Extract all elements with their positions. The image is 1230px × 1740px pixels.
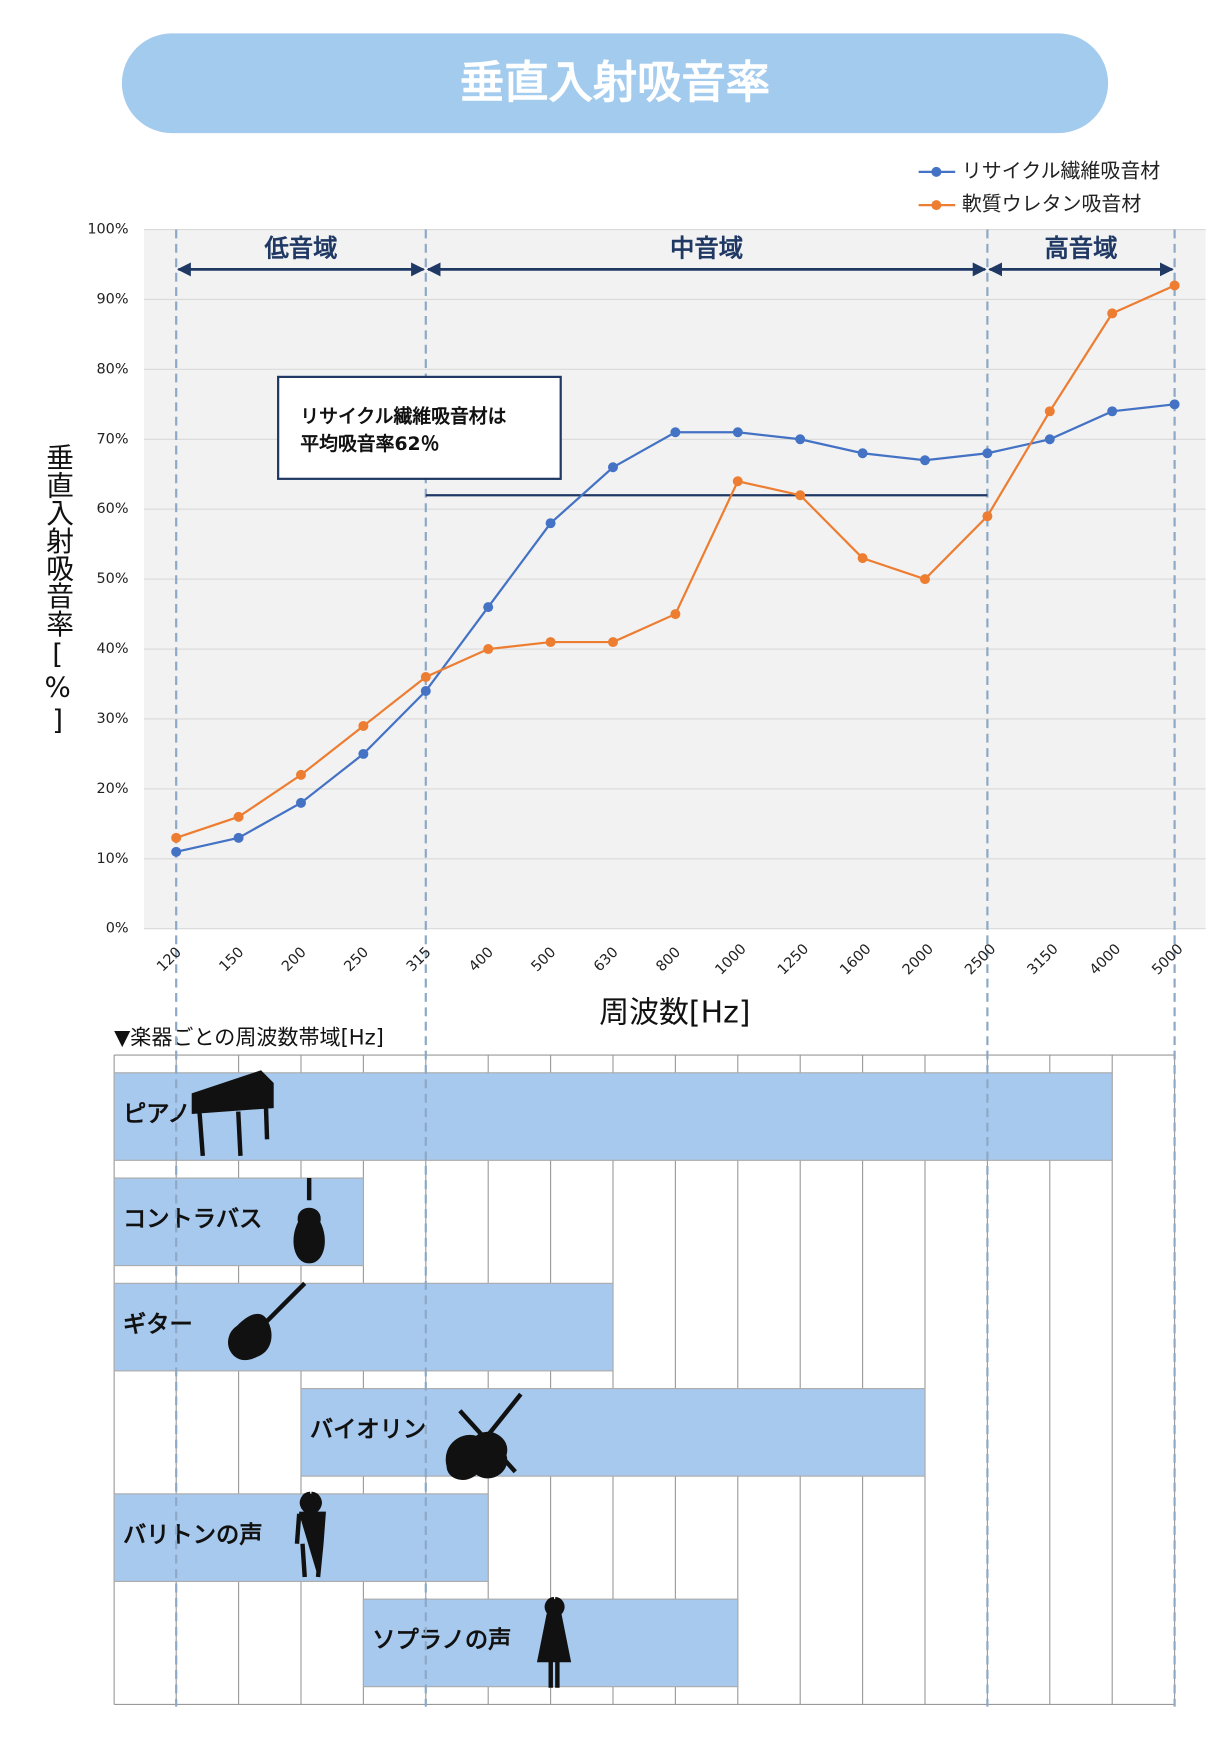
instrument-bar: [113, 1282, 614, 1372]
x-tick-label: 2000: [900, 941, 937, 978]
y-tick-label: 0%: [106, 921, 129, 937]
y-tick-label: 40%: [97, 641, 129, 657]
legend-marker: [931, 200, 942, 211]
instrument-bar: [113, 1072, 1113, 1161]
x-tick-label: 800: [653, 944, 684, 975]
table-title: ▼楽器ごとの周波数帯域[Hz]: [114, 1024, 384, 1049]
x-tick-label: 120: [154, 944, 185, 975]
x-tick-label: 315: [404, 944, 435, 975]
data-point: [1044, 406, 1055, 417]
data-point: [608, 462, 618, 473]
data-point: [358, 748, 369, 759]
data-point: [483, 602, 494, 613]
x-tick-label: 630: [591, 944, 622, 975]
instrument-icon: [228, 1281, 307, 1360]
instrument-table: ▼楽器ごとの周波数帯域[Hz] ピアノコントラバスギターバイオリンバリトンの声ソ…: [113, 1024, 1176, 1705]
data-point: [608, 637, 618, 648]
x-tick-label: 250: [341, 944, 372, 975]
data-point: [483, 644, 494, 655]
data-point: [982, 448, 993, 459]
data-point: [296, 797, 306, 808]
annotation-text: リサイクル繊維吸音材は: [300, 404, 506, 427]
data-point: [1044, 434, 1055, 445]
data-point: [420, 686, 431, 696]
instrument-bar: [113, 1493, 489, 1582]
x-tick-label: 200: [279, 944, 310, 975]
band-label: 低音域: [263, 233, 337, 262]
x-tick-label: 150: [217, 944, 248, 975]
instrument-label: バリトンの声: [123, 1521, 263, 1548]
instrument-label: ソプラノの声: [372, 1627, 511, 1654]
y-tick-label: 90%: [97, 291, 129, 307]
y-tick-label: 10%: [97, 851, 129, 867]
legend-label: リサイクル繊維吸音材: [962, 158, 1160, 182]
x-axis-label: 周波数[Hz]: [599, 996, 750, 1031]
data-point: [358, 720, 369, 731]
instrument-bar: [300, 1388, 926, 1477]
data-point: [795, 490, 806, 501]
x-tick-label: 1250: [775, 941, 812, 978]
instrument-icon: [445, 1392, 523, 1480]
instrument-label: バイオリン: [310, 1416, 426, 1443]
x-tick-label: 1600: [837, 941, 874, 978]
legend-marker: [931, 166, 942, 177]
data-point: [171, 846, 182, 857]
x-tick-label: 3150: [1025, 941, 1062, 978]
band-label: 高音域: [1044, 233, 1117, 262]
legend-label: 軟質ウレタン吸音材: [962, 192, 1142, 216]
data-point: [1107, 308, 1118, 319]
annotation-text: 平均吸音率62％: [300, 432, 439, 455]
y-axis-label: 垂直入射吸音率[%]: [41, 443, 74, 736]
annotation-box: [277, 375, 562, 480]
data-point: [545, 637, 556, 648]
data-point: [857, 448, 868, 459]
instrument-label: ピアノ: [123, 1100, 191, 1127]
data-point: [1107, 406, 1118, 417]
y-tick-label: 30%: [97, 711, 129, 727]
data-point: [732, 476, 743, 487]
y-tick-label: 20%: [97, 781, 129, 797]
y-tick-label: 80%: [97, 361, 129, 377]
y-tick-label: 50%: [97, 571, 129, 587]
instrument-icon: [293, 1178, 325, 1264]
title: 垂直入射吸音率: [460, 57, 770, 108]
data-point: [1169, 399, 1180, 410]
data-point: [296, 769, 306, 780]
data-point: [420, 672, 431, 682]
instrument-label: ギター: [123, 1311, 193, 1338]
data-point: [233, 811, 244, 822]
x-tick-label: 5000: [1149, 941, 1186, 978]
y-tick-label: 100%: [87, 222, 128, 238]
y-tick-label: 60%: [97, 501, 129, 517]
x-tick-label: 2500: [962, 941, 999, 978]
instrument-icon: [536, 1596, 572, 1688]
x-tick-label: 4000: [1087, 941, 1124, 978]
band-label: 中音域: [670, 233, 743, 262]
instrument-icon: [191, 1070, 274, 1157]
data-point: [982, 511, 993, 522]
title-banner: [121, 33, 1109, 134]
instrument-label: コントラバス: [123, 1206, 262, 1233]
data-point: [233, 832, 244, 843]
data-point: [670, 427, 681, 438]
x-tick-label: 1000: [713, 941, 750, 978]
data-point: [171, 832, 182, 843]
x-tick-label: 500: [529, 944, 560, 975]
data-point: [670, 609, 681, 620]
data-point: [545, 518, 556, 529]
instrument-icon: [294, 1491, 326, 1578]
data-point: [920, 574, 930, 585]
x-tick-label: 400: [466, 944, 497, 975]
data-point: [920, 455, 930, 466]
data-point: [795, 434, 806, 445]
y-tick-label: 70%: [97, 431, 129, 447]
data-point: [732, 427, 743, 438]
data-point: [857, 553, 868, 564]
data-point: [1169, 280, 1180, 291]
